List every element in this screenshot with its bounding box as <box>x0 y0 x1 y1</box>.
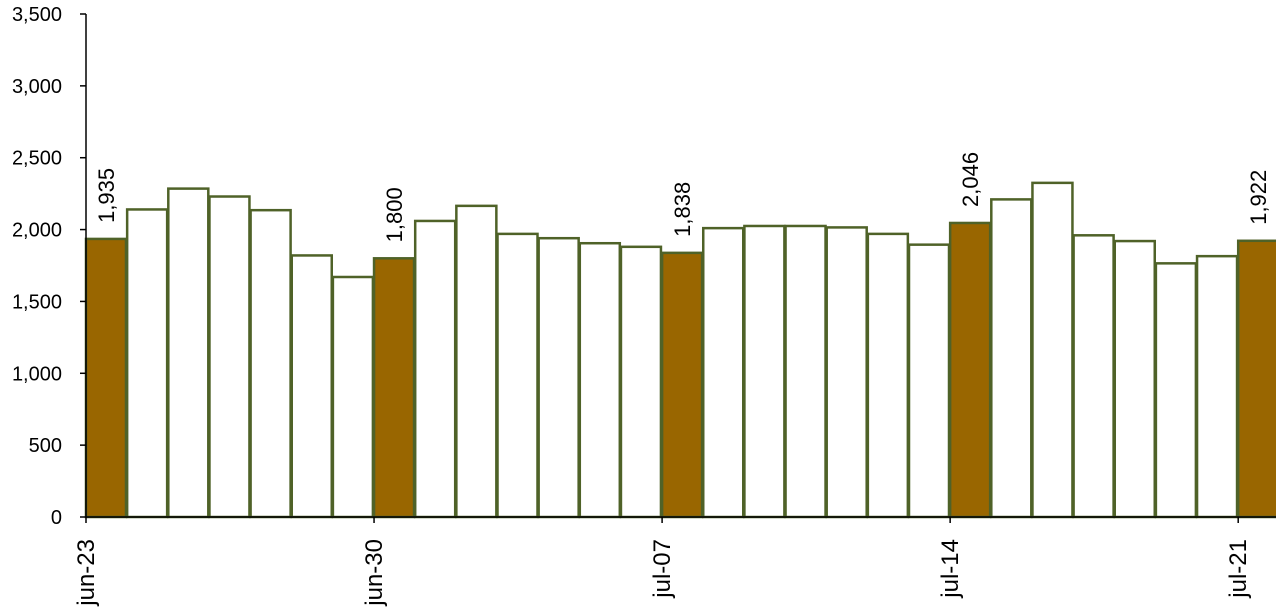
bar-jul-05 <box>578 241 622 519</box>
y-tick-label-0: 0 <box>51 507 62 529</box>
x-tick-label-jul-14: jul-14 <box>937 539 964 599</box>
bar-jul-19 <box>1154 262 1198 519</box>
y-tick-label-2500: 2,500 <box>12 148 62 170</box>
bar-jul-06 <box>619 245 663 519</box>
bar-jul-02 <box>455 204 498 519</box>
data-label-jul-21: 1,922 <box>1246 170 1271 225</box>
bar-jul-10 <box>784 224 827 519</box>
x-tick-label-jun-30: jun-30 <box>361 539 388 607</box>
bar-jun-25 <box>167 187 210 519</box>
y-tick-label-500: 500 <box>29 435 62 457</box>
bar-jul-13 <box>907 243 951 519</box>
bar-jul-14 <box>948 221 992 519</box>
x-tick-label-jun-23: jun-23 <box>73 539 100 607</box>
y-tick-label-1500: 1,500 <box>12 291 62 313</box>
axes-layer <box>80 13 1276 523</box>
bar-jul-17 <box>1072 234 1115 519</box>
bar-jun-24 <box>125 208 169 519</box>
data-label-jun-23: 1,935 <box>94 168 119 223</box>
labels-layer: 1,935 1,800 1,838 2,046 1,922 0 500 1,000 1,500 2… <box>12 4 1271 607</box>
bar-jul-11 <box>825 226 868 519</box>
x-tick-label-jul-21: jul-21 <box>1225 539 1252 599</box>
bar-jun-26 <box>208 195 251 519</box>
bar-jul-21 <box>1236 239 1276 519</box>
bar-jul-18 <box>1113 239 1156 519</box>
bar-jul-03 <box>496 232 539 519</box>
y-tick-label-1000: 1,000 <box>12 363 62 385</box>
bar-jul-20 <box>1195 254 1239 519</box>
bar-jun-28 <box>290 254 333 519</box>
y-tick-label-2000: 2,000 <box>12 220 62 242</box>
bars-layer <box>84 181 1276 519</box>
bar-jun-27 <box>249 208 292 519</box>
bar-jul-07 <box>660 251 704 519</box>
bar-jul-12 <box>866 232 910 519</box>
bar-jul-08 <box>702 226 745 519</box>
bar-jul-15 <box>990 198 1033 519</box>
data-label-jul-07: 1,838 <box>670 182 695 237</box>
data-label-jul-14: 2,046 <box>958 152 983 207</box>
data-label-jun-30: 1,800 <box>382 187 407 242</box>
bar-jul-16 <box>1031 181 1074 519</box>
bar-jun-30 <box>372 257 416 519</box>
bar-jul-04 <box>537 236 580 519</box>
x-tick-label-jul-07: jul-07 <box>649 539 676 599</box>
bar-jul-01 <box>413 219 457 519</box>
y-tick-label-3000: 3,000 <box>12 76 62 98</box>
bar-jun-29 <box>331 275 375 519</box>
y-tick-label-3500: 3,500 <box>12 4 62 26</box>
bar-jun-23 <box>84 237 128 519</box>
bar-jul-09 <box>743 224 786 519</box>
